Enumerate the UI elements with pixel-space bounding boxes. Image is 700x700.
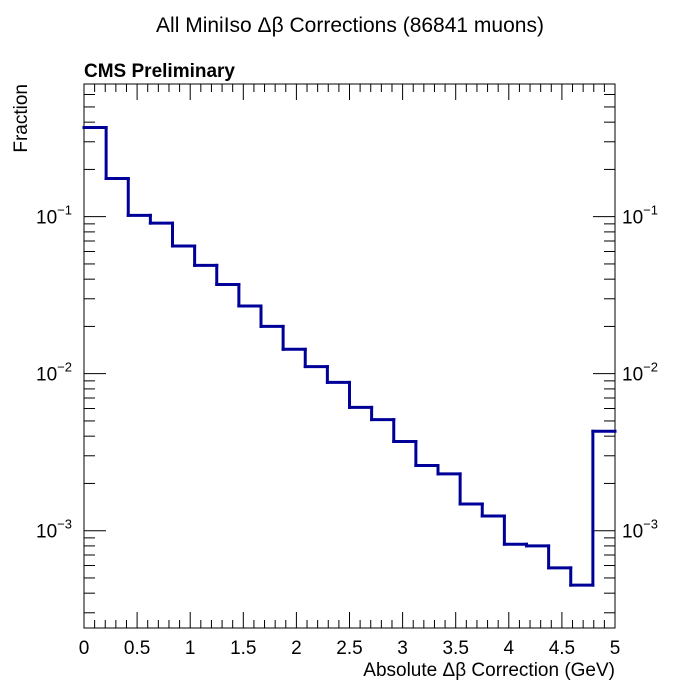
x-tick-label: 4.5 bbox=[549, 638, 575, 659]
y-tick-label-right: 10−1 bbox=[622, 203, 658, 229]
y-tick-label-right: 10−3 bbox=[622, 517, 658, 543]
x-axis-label: Absolute Δβ Correction (GeV) bbox=[363, 660, 615, 681]
x-tick-label: 4 bbox=[504, 638, 515, 659]
x-tick-label: 0.5 bbox=[124, 638, 150, 659]
x-tick-label: 5 bbox=[610, 638, 621, 659]
x-tick-label: 0 bbox=[79, 638, 90, 659]
y-tick-label: 10−2 bbox=[36, 360, 72, 386]
x-axis: 0 0.5 1 1.5 2 2.5 3 3.5 4 4.5 5 bbox=[79, 84, 621, 659]
y-tick-label: 10−1 bbox=[36, 203, 72, 229]
y-axis: 10−3 10−3 10−2 10−2 10−1 10−1 bbox=[36, 94, 658, 614]
x-tick-label: 2.5 bbox=[336, 638, 362, 659]
histogram-series bbox=[82, 125, 617, 587]
x-tick-label: 2 bbox=[291, 638, 302, 659]
x-tick-label: 3.5 bbox=[442, 638, 468, 659]
chart-title: All MiniIso Δβ Corrections (86841 muons) bbox=[156, 14, 544, 37]
y-tick-label: 10−3 bbox=[36, 517, 72, 543]
y-tick-label-right: 10−2 bbox=[622, 360, 658, 386]
x-tick-label: 1.5 bbox=[230, 638, 256, 659]
x-tick-label: 1 bbox=[185, 638, 196, 659]
x-tick-label: 3 bbox=[397, 638, 408, 659]
y-axis-label: Fraction bbox=[11, 84, 32, 153]
cms-preliminary-label: CMS Preliminary bbox=[84, 61, 235, 82]
